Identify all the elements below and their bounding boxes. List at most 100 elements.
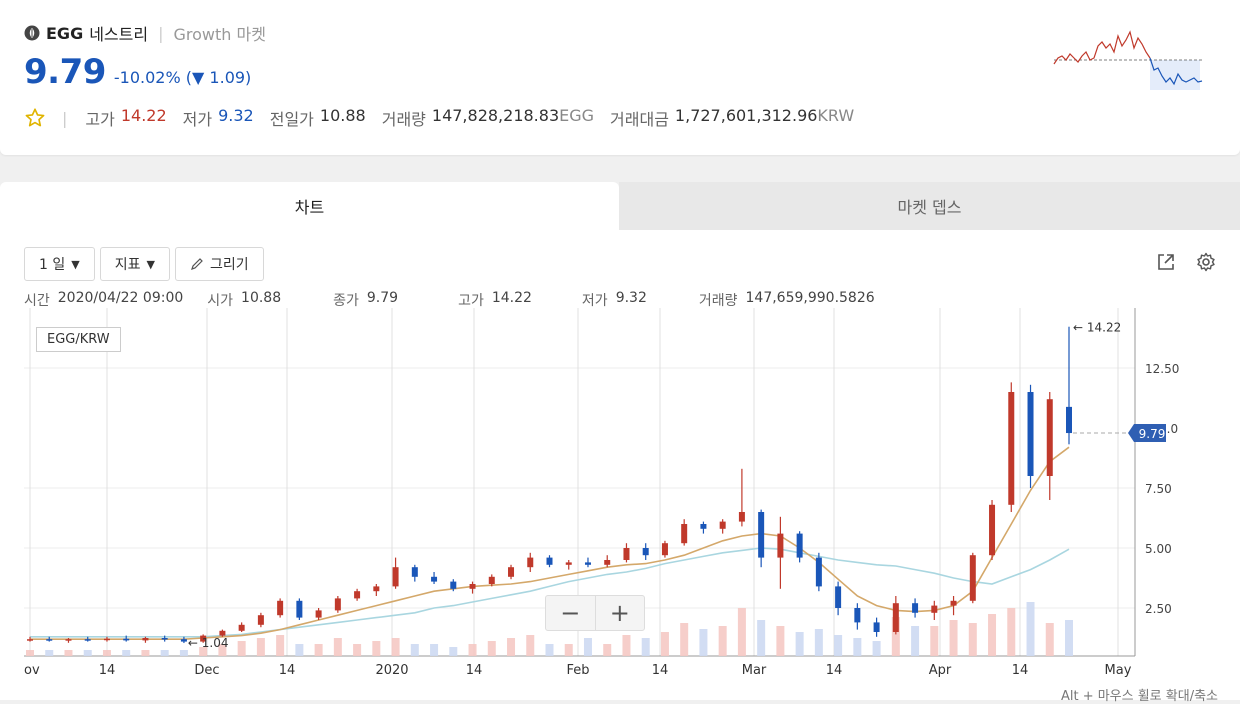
candle-body [758,512,765,558]
stat-unit: KRW [817,106,855,125]
candle-body [450,581,457,589]
stat-value: 10.88 [319,106,366,125]
volume-bar [737,608,746,656]
volume-bar [1026,602,1035,656]
volume-bar [1045,623,1054,656]
volume-bar [372,641,381,656]
volume-bar [160,650,169,656]
tab-market-depth[interactable]: 마켓 뎁스 [619,182,1240,230]
stat-value: 9.32 [218,106,254,125]
volume-bar [930,626,939,656]
volume-bar [968,623,977,656]
sparkline-down-line [1149,57,1203,86]
candle-body [661,543,668,556]
external-link-icon[interactable] [1156,252,1176,272]
volume-bar [545,644,554,656]
last-price-label: 9.79 [1139,427,1166,441]
ohlc-label: 저가 [581,293,608,309]
candle-body [508,567,515,577]
sparkline-chart [1053,30,1203,90]
volume-bar [237,641,246,656]
candle-body [584,562,591,565]
volume-bar [276,635,285,656]
volume-bar [564,644,573,656]
change-arrow-icon: ▼ [192,68,205,87]
candle-body [777,533,784,558]
volume-bar [776,626,785,656]
volume-bar [199,647,208,656]
candle-body [989,504,996,556]
candle-body [84,639,91,641]
stat-high: 고가 14.22 [85,106,166,130]
tab-chart[interactable]: 차트 [0,182,619,230]
interval-dropdown[interactable]: 1 일 ▼ [24,247,95,281]
candle-body [103,638,110,641]
volume-bar [834,635,843,656]
volume-bar [814,629,823,656]
chart-toolbar: 1 일 ▼ 지표 ▼ 그리기 [24,247,264,281]
coin-logo-icon [24,25,40,41]
volume-bar [583,638,592,656]
sparkline-up-line [1053,30,1151,65]
volume-bar [949,620,958,656]
volume-bar [660,632,669,656]
zoom-out-button[interactable]: − [560,599,581,627]
stat-value-group: 1,727,601,312.96KRW [675,106,854,130]
volume-bar [430,644,439,656]
draw-label: 그리기 [209,257,249,273]
stat-label: 거래대금 [610,110,669,129]
change-paren: ( [185,68,193,87]
ohlc-low: 저가 9.32 [582,290,647,310]
indicators-dropdown[interactable]: 지표 ▼ [99,247,170,281]
candle-body [334,598,341,611]
volume-bar [391,638,400,656]
candle-body [315,610,322,618]
candle-body [527,557,534,568]
ohlc-value: 147,659,990.5826 [745,290,875,306]
x-tick-label: Mar [742,663,767,678]
ohlc-value: 10.88 [241,290,282,306]
stat-volume: 거래량 147,828,218.83EGG [382,106,594,130]
x-tick-label: Feb [566,663,589,678]
volume-bar [141,650,150,656]
x-tick-label: May [1105,663,1132,678]
candle-body [892,603,899,632]
candle-body [257,615,264,625]
candle-body [604,560,611,565]
high-annotation: ← 14.22 [1073,321,1121,335]
draw-button[interactable]: 그리기 [174,247,264,281]
volume-bar [911,626,920,656]
candle-body [411,567,418,577]
volume-bar [410,644,419,656]
candle-body [931,605,938,613]
x-tick-label: 14 [99,663,116,678]
zoom-hint: Alt + 마우스 휠로 확대/축소 [1060,689,1218,704]
stat-low: 저가 9.32 [183,106,254,130]
candle-body [950,600,957,606]
volume-bar [872,641,881,656]
volume-bar [333,638,342,656]
volume-bar [122,650,131,656]
settings-gear-icon[interactable] [1196,252,1216,272]
volume-bar [468,644,477,656]
view-tabs: 차트 마켓 뎁스 [0,182,1240,230]
candle-body [700,524,707,529]
favorite-star-icon[interactable] [24,107,46,129]
coin-symbol: EGG [46,23,84,43]
candle-body [681,524,688,544]
change-amount: 1.09) [209,68,252,87]
low-annotation: ← 1.04 [188,636,229,650]
candle-body [46,639,53,641]
zoom-in-button[interactable]: + [594,596,645,630]
candle-body [354,591,361,599]
stat-value: 1,727,601,312.96 [674,106,818,125]
candle-body [219,630,226,636]
volume-bar [526,635,535,656]
chart-tool-icons [1156,252,1216,272]
ohlc-value: 9.79 [366,290,399,306]
x-tick-label: Apr [929,663,952,678]
indicators-label: 지표 [114,257,141,273]
volume-bar [218,644,227,656]
ohlc-value: 14.22 [491,290,532,306]
